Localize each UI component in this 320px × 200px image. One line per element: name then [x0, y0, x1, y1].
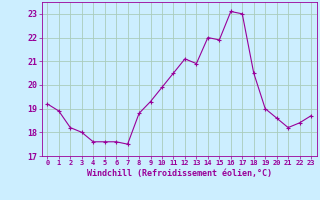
X-axis label: Windchill (Refroidissement éolien,°C): Windchill (Refroidissement éolien,°C): [87, 169, 272, 178]
